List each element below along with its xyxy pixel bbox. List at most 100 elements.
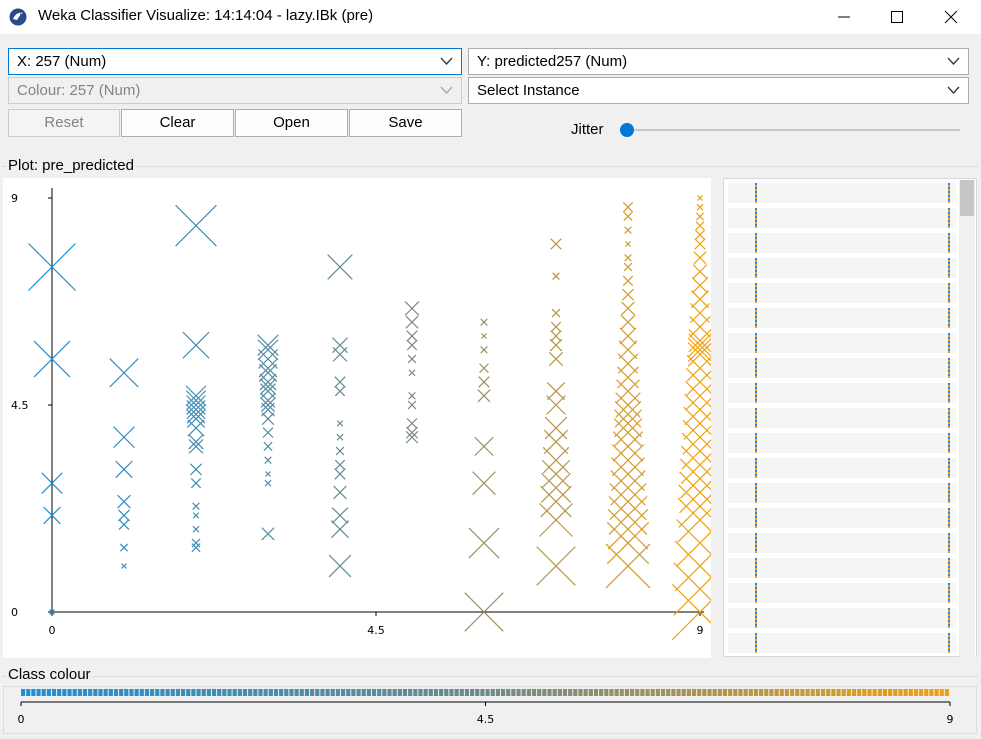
- data-point[interactable]: [258, 349, 278, 369]
- data-point[interactable]: [541, 472, 571, 503]
- data-point[interactable]: [405, 430, 419, 444]
- data-point[interactable]: [328, 554, 352, 578]
- data-point[interactable]: [407, 354, 417, 364]
- data-point[interactable]: [261, 527, 275, 541]
- data-point[interactable]: [609, 482, 647, 521]
- close-button[interactable]: [928, 0, 974, 34]
- data-point[interactable]: [472, 471, 496, 496]
- data-point[interactable]: [33, 340, 71, 378]
- data-point[interactable]: [119, 543, 129, 552]
- data-point[interactable]: [480, 318, 488, 326]
- data-point[interactable]: [406, 330, 418, 342]
- data-point[interactable]: [477, 389, 491, 403]
- data-point[interactable]: [607, 508, 649, 550]
- data-point[interactable]: [623, 262, 633, 272]
- data-point[interactable]: [336, 433, 344, 441]
- data-point[interactable]: [548, 351, 564, 367]
- data-point[interactable]: [188, 438, 204, 454]
- data-point[interactable]: [117, 494, 131, 509]
- data-point[interactable]: [479, 363, 489, 374]
- attribute-bar[interactable]: [728, 408, 956, 428]
- maximize-button[interactable]: [874, 0, 920, 34]
- data-point[interactable]: [618, 340, 638, 360]
- data-point[interactable]: [694, 229, 706, 240]
- data-point[interactable]: [611, 444, 645, 477]
- data-point[interactable]: [474, 436, 494, 457]
- data-point[interactable]: [258, 358, 278, 378]
- data-point[interactable]: [613, 418, 643, 448]
- attribute-bar[interactable]: [728, 333, 956, 353]
- data-point[interactable]: [693, 251, 707, 265]
- data-point[interactable]: [43, 506, 61, 525]
- scrollbar-thumb[interactable]: [960, 180, 974, 216]
- data-point[interactable]: [620, 314, 636, 330]
- data-point[interactable]: [550, 238, 562, 250]
- data-point[interactable]: [406, 417, 418, 429]
- data-point[interactable]: [28, 243, 76, 291]
- jitter-slider-thumb[interactable]: [620, 123, 634, 137]
- data-point[interactable]: [405, 315, 419, 329]
- data-point[interactable]: [541, 459, 571, 489]
- data-point[interactable]: [695, 220, 705, 231]
- attribute-bar[interactable]: [728, 258, 956, 278]
- data-point[interactable]: [696, 203, 704, 211]
- scatter-plot[interactable]: 0 4.5 9 0 4.5 9: [3, 178, 729, 658]
- data-point[interactable]: [616, 379, 640, 404]
- data-point[interactable]: [121, 563, 127, 569]
- attribute-bar[interactable]: [728, 508, 956, 528]
- data-point[interactable]: [679, 458, 721, 499]
- data-point[interactable]: [260, 383, 276, 400]
- data-point[interactable]: [117, 509, 131, 522]
- data-point[interactable]: [41, 472, 63, 494]
- data-point[interactable]: [697, 195, 703, 201]
- data-point[interactable]: [622, 275, 634, 286]
- data-point[interactable]: [404, 300, 420, 316]
- attribute-bar[interactable]: [728, 308, 956, 328]
- data-point[interactable]: [265, 471, 271, 477]
- data-point[interactable]: [188, 434, 204, 450]
- data-point[interactable]: [182, 331, 210, 359]
- jitter-slider-track[interactable]: [624, 129, 960, 131]
- plot-area[interactable]: 0 4.5 9 0 4.5 9: [3, 178, 729, 658]
- data-point[interactable]: [614, 400, 642, 428]
- data-point[interactable]: [332, 346, 348, 362]
- attribute-bar[interactable]: [728, 283, 956, 303]
- data-point[interactable]: [330, 520, 350, 539]
- data-point[interactable]: [621, 288, 635, 301]
- data-point[interactable]: [684, 393, 716, 426]
- data-point[interactable]: [687, 337, 713, 362]
- data-point[interactable]: [685, 367, 715, 397]
- data-point[interactable]: [677, 497, 723, 543]
- attribute-bar[interactable]: [728, 458, 956, 478]
- attribute-bar[interactable]: [728, 583, 956, 603]
- data-point[interactable]: [615, 392, 641, 418]
- data-point[interactable]: [332, 337, 348, 354]
- data-point[interactable]: [115, 460, 133, 479]
- data-point[interactable]: [695, 212, 705, 221]
- attribute-bar[interactable]: [728, 433, 956, 453]
- data-point[interactable]: [481, 333, 487, 339]
- data-point[interactable]: [688, 333, 712, 358]
- data-point[interactable]: [261, 412, 275, 426]
- data-point[interactable]: [186, 409, 206, 428]
- data-point[interactable]: [692, 264, 708, 280]
- attribute-bar[interactable]: [728, 558, 956, 578]
- data-point[interactable]: [336, 420, 344, 427]
- data-point[interactable]: [678, 484, 722, 528]
- attribute-bar[interactable]: [728, 533, 956, 553]
- data-point[interactable]: [546, 395, 566, 415]
- data-point[interactable]: [257, 339, 279, 361]
- data-point[interactable]: [619, 327, 637, 345]
- data-point[interactable]: [468, 527, 500, 559]
- data-point[interactable]: [540, 485, 572, 518]
- data-point[interactable]: [407, 400, 417, 410]
- minimize-button[interactable]: [821, 0, 867, 34]
- data-point[interactable]: [260, 397, 276, 413]
- data-point[interactable]: [408, 392, 416, 400]
- attribute-bar[interactable]: [728, 608, 956, 628]
- data-point[interactable]: [335, 446, 345, 456]
- data-point[interactable]: [550, 330, 562, 342]
- data-point[interactable]: [536, 546, 576, 586]
- data-point[interactable]: [546, 382, 566, 401]
- data-point[interactable]: [605, 543, 651, 589]
